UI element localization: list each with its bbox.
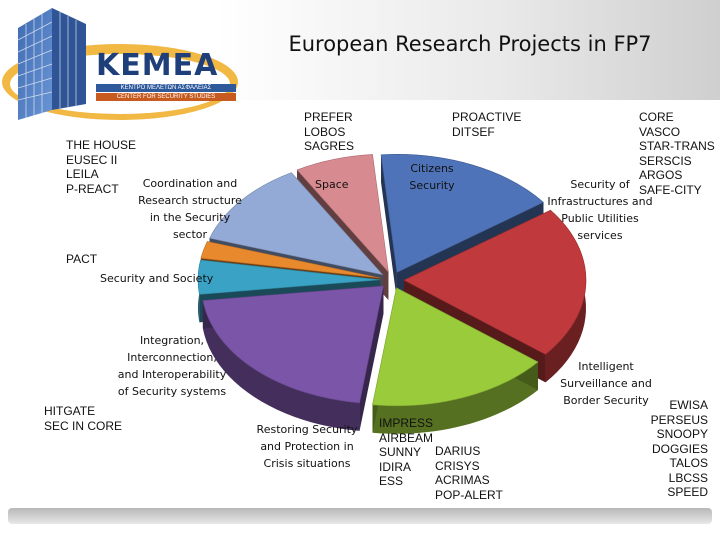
- project-label: PREFER: [304, 110, 353, 124]
- label-line: Integration,: [139, 334, 205, 347]
- label-line: services: [577, 229, 623, 242]
- label-line: Border Security: [563, 394, 649, 407]
- project-label: HITGATE: [44, 404, 96, 418]
- label-line: Public Utilities: [561, 212, 639, 225]
- label-line: Security: [409, 179, 455, 192]
- project-label: LOBOS: [304, 124, 346, 139]
- project-label: DITSEF: [452, 124, 495, 139]
- label-line: sector: [172, 228, 208, 241]
- coord-projects: THE HOUSE EUSEC II LEILA P-REACT: [66, 138, 136, 196]
- project-label: LBCSS: [668, 470, 708, 485]
- project-label: STAR-TRANS: [639, 139, 715, 153]
- project-label: EWISA: [669, 398, 708, 412]
- label-line: Citizens: [410, 162, 454, 175]
- project-label: ACRIMAS: [435, 473, 490, 487]
- slice-space: [296, 154, 389, 273]
- space-projects: PREFER LOBOS SAGRES: [304, 110, 354, 154]
- slice-crisis: [202, 285, 384, 404]
- infra-label: Security of Infrastructures and Public U…: [540, 176, 660, 244]
- crisis-projects-b: DARIUS CRISYS ACRIMAS POP-ALERT: [435, 444, 503, 502]
- slice-society: [200, 241, 381, 279]
- project-label: ARGOS: [639, 168, 683, 182]
- label-line: Research structure: [138, 194, 242, 207]
- project-label: SEC IN CORE: [44, 418, 123, 433]
- label-line: Crisis situations: [263, 457, 351, 470]
- project-label: PROACTIVE: [452, 110, 522, 124]
- kemea-logo: KEMEA ΚΕΝΤΡΟ ΜΕΛΕΤΩΝ ΑΣΦΑΛΕΙΑΣ CENTER FO…: [0, 0, 250, 125]
- project-label: IMPRESS: [379, 416, 434, 430]
- label-line: Interconnection,: [127, 351, 217, 364]
- project-label: TALOS: [669, 456, 708, 470]
- slice-surveillance-wall: [372, 361, 538, 434]
- project-label: AIRBEAM: [379, 430, 434, 445]
- footer-bar: [8, 508, 712, 524]
- logo-subtitle-english: CENTER FOR SECURITY STUDIES: [96, 93, 236, 101]
- project-label: SNOOPY: [656, 427, 708, 441]
- label-line: of Security systems: [117, 385, 227, 398]
- label-line: and Interoperability: [117, 368, 227, 381]
- label-line: and Protection in: [260, 440, 354, 453]
- slice-integration: [197, 259, 381, 295]
- slice-citizens: [380, 154, 544, 273]
- crisis-projects-a: IMPRESS AIRBEAM SUNNY IDIRA ESS: [379, 416, 433, 489]
- project-label: SUNNY: [379, 445, 422, 459]
- slice-crisis-wall: [202, 300, 360, 431]
- label-line: Coordination and: [142, 177, 238, 190]
- space-label: Space: [315, 178, 349, 191]
- crisis-label: Restoring Security and Protection in Cri…: [248, 421, 366, 472]
- project-label: SPEED: [667, 485, 708, 499]
- project-label: DOGGIES: [651, 441, 708, 456]
- surv-projects: EWISA PERSEUS SNOOPY DOGGIES TALOS LBCSS…: [640, 398, 708, 500]
- citizens-projects: PROACTIVE DITSEF: [452, 110, 521, 139]
- integ-label: Integration, Interconnection, and Intero…: [108, 332, 236, 400]
- label-line: Infrastructures and: [547, 195, 653, 208]
- project-label: CRISYS: [435, 458, 480, 473]
- project-label: EUSEC II: [66, 152, 118, 167]
- infra-projects: CORE VASCO STAR-TRANS SERSCIS ARGOS SAFE…: [639, 110, 715, 197]
- project-label: PERSEUS: [650, 412, 708, 427]
- slice-crisis-edge-0: [359, 285, 384, 431]
- project-label: POP-ALERT: [435, 487, 503, 502]
- slice-infrastructure: [403, 209, 587, 355]
- page-title: European Research Projects in FP7: [288, 32, 652, 56]
- project-label: IDIRA: [379, 459, 412, 474]
- society-projects: PACT: [66, 252, 98, 266]
- label-line: Surveillance and: [560, 377, 652, 390]
- surv-label: Intelligent Surveillance and Border Secu…: [550, 358, 662, 409]
- project-label: CORE: [639, 110, 674, 124]
- label-line: Security of: [570, 178, 630, 191]
- integ-projects: HITGATE SEC IN CORE: [44, 404, 122, 433]
- coord-label: Coordination and Research structure in t…: [126, 175, 254, 243]
- slice-citizens-edge-0: [381, 154, 397, 301]
- project-label: SAGRES: [304, 139, 355, 153]
- label-line: Intelligent: [578, 360, 634, 373]
- project-label: VASCO: [639, 124, 681, 139]
- citizens-label: Citizens Security: [400, 160, 464, 194]
- slice-surveillance: [372, 287, 539, 407]
- project-label: LEILA: [66, 167, 99, 181]
- project-label: THE HOUSE: [66, 138, 137, 152]
- society-label: Security and Society: [100, 272, 214, 285]
- label-line: in the Security: [149, 211, 231, 224]
- project-label: SERSCIS: [639, 153, 692, 168]
- project-label: DARIUS: [435, 444, 481, 458]
- logo-name: KEMEA: [96, 48, 219, 83]
- project-label: ESS: [379, 474, 404, 488]
- project-label: P-REACT: [66, 181, 119, 196]
- project-label: SAFE-CITY: [639, 182, 702, 197]
- slice-coordination: [209, 172, 384, 276]
- label-line: Restoring Security: [256, 423, 358, 436]
- logo-subtitle-greek: ΚΕΝΤΡΟ ΜΕΛΕΤΩΝ ΑΣΦΑΛΕΙΑΣ: [96, 84, 236, 92]
